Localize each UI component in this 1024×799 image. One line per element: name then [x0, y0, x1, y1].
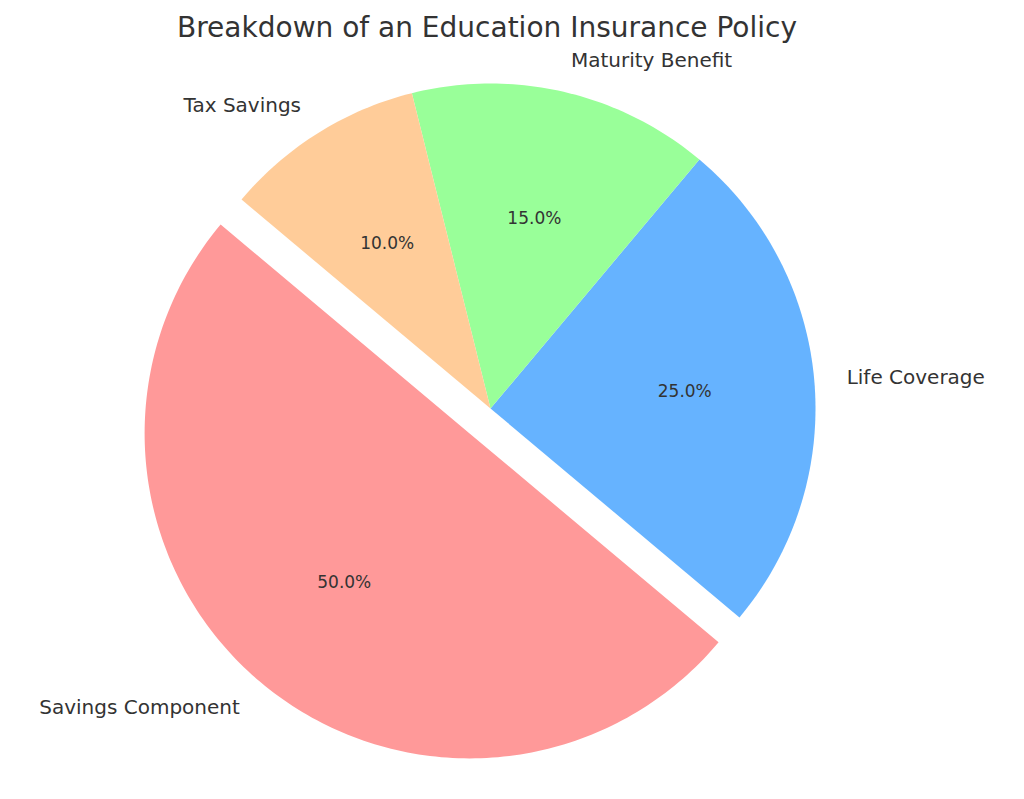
svg-text:Savings Component: Savings Component	[39, 695, 240, 719]
svg-text:Life Coverage: Life Coverage	[847, 365, 985, 389]
svg-text:15.0%: 15.0%	[507, 208, 561, 228]
svg-text:Tax Savings: Tax Savings	[183, 93, 302, 117]
svg-text:10.0%: 10.0%	[360, 233, 414, 253]
svg-text:25.0%: 25.0%	[658, 381, 712, 401]
svg-text:50.0%: 50.0%	[317, 572, 371, 592]
svg-text:Maturity Benefit: Maturity Benefit	[571, 48, 732, 72]
html-text:Breakdown of an Education Insu: Breakdown of an Education Insurance Poli…	[177, 11, 797, 44]
